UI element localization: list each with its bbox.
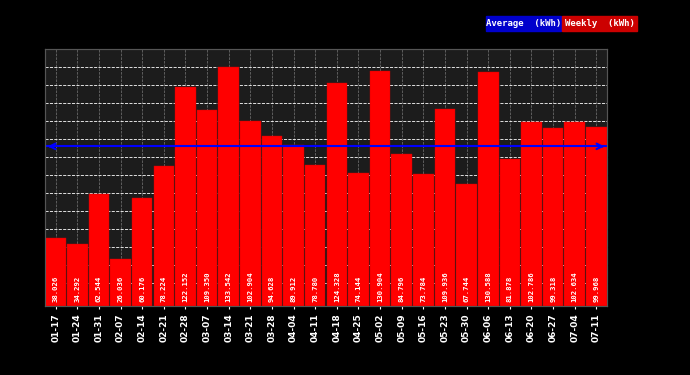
Bar: [391, 154, 412, 306]
Bar: [500, 159, 520, 306]
Text: Average  (kWh): Average (kWh): [486, 19, 562, 28]
Bar: [521, 122, 542, 306]
Text: 89.912: 89.912: [290, 276, 297, 302]
Text: 102.786: 102.786: [529, 272, 535, 302]
Bar: [67, 244, 88, 306]
Text: 99.968: 99.968: [593, 276, 600, 302]
Text: 60.176: 60.176: [139, 276, 145, 302]
Bar: [132, 198, 152, 306]
Text: 34.292: 34.292: [75, 276, 80, 302]
Text: 73.784: 73.784: [420, 276, 426, 302]
Bar: [175, 87, 196, 306]
Text: 62.544: 62.544: [96, 276, 102, 302]
Text: 94.628: 94.628: [269, 276, 275, 302]
Bar: [543, 128, 564, 306]
Text: 38.026: 38.026: [52, 276, 59, 302]
Text: Copyright 2015 Cartronics.com: Copyright 2015 Cartronics.com: [3, 15, 135, 24]
Bar: [413, 174, 433, 306]
Bar: [240, 122, 261, 306]
Bar: [348, 173, 368, 306]
Text: 122.152: 122.152: [182, 272, 188, 302]
Bar: [219, 67, 239, 306]
Bar: [110, 259, 131, 306]
Bar: [262, 136, 282, 306]
Text: 88.976: 88.976: [36, 130, 45, 162]
Text: 84.796: 84.796: [399, 276, 405, 302]
Text: 81.878: 81.878: [507, 276, 513, 302]
Bar: [586, 127, 607, 306]
Bar: [46, 237, 66, 306]
Text: 88.976: 88.976: [613, 130, 622, 162]
Text: 99.318: 99.318: [550, 276, 556, 302]
Bar: [456, 184, 477, 306]
Text: 102.634: 102.634: [572, 272, 578, 302]
Bar: [435, 109, 455, 306]
Bar: [478, 72, 498, 306]
Bar: [88, 194, 109, 306]
Text: Weekly  (kWh): Weekly (kWh): [564, 19, 635, 28]
Bar: [154, 166, 174, 306]
Text: 26.036: 26.036: [117, 276, 124, 302]
Text: 78.224: 78.224: [161, 276, 167, 302]
Bar: [370, 71, 391, 306]
Text: 109.350: 109.350: [204, 272, 210, 302]
Bar: [197, 110, 217, 306]
Bar: [305, 165, 326, 306]
Text: 74.144: 74.144: [355, 276, 362, 302]
Text: 102.904: 102.904: [247, 272, 253, 302]
Text: 124.328: 124.328: [334, 272, 340, 302]
Bar: [326, 83, 347, 306]
Text: Weekly Solar Energy & Average Production Mon Jul 13 19:42: Weekly Solar Energy & Average Production…: [108, 9, 582, 23]
Text: 109.936: 109.936: [442, 272, 448, 302]
Text: 130.904: 130.904: [377, 272, 383, 302]
Bar: [284, 145, 304, 306]
Text: 67.744: 67.744: [464, 276, 470, 302]
Text: 133.542: 133.542: [226, 272, 232, 302]
Text: 130.588: 130.588: [485, 272, 491, 302]
Bar: [564, 122, 585, 306]
Text: 78.780: 78.780: [312, 276, 318, 302]
